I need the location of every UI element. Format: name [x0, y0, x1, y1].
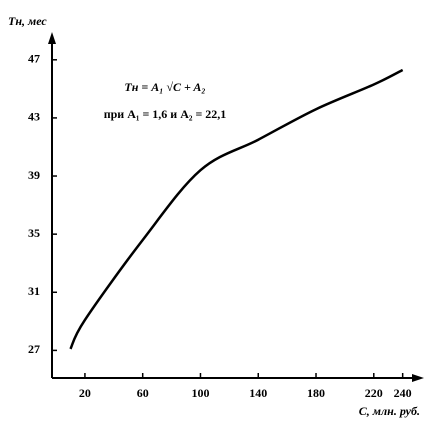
x-tick-label: 180	[307, 386, 325, 400]
formula-note: при A₁ = 1,6 и A₂ = 22,1	[104, 107, 227, 121]
y-axis-label: Tн, мес	[8, 14, 47, 28]
y-tick-label: 35	[28, 226, 40, 240]
x-tick-label: 60	[137, 386, 149, 400]
formula: Tн = A₁ √C + A₂	[124, 80, 205, 94]
x-tick-label: 100	[191, 386, 209, 400]
x-tick-label: 240	[394, 386, 412, 400]
curve	[69, 68, 404, 350]
y-tick-label: 27	[28, 342, 40, 356]
y-tick-label: 31	[28, 284, 40, 298]
y-tick-label: 47	[28, 52, 40, 66]
x-arrow	[412, 374, 424, 382]
x-axis-label: C, млн. руб.	[359, 404, 420, 418]
y-arrow	[48, 32, 56, 44]
x-tick-label: 20	[79, 386, 91, 400]
y-tick-label: 39	[28, 168, 40, 182]
x-tick-label: 220	[365, 386, 383, 400]
y-tick-label: 43	[28, 110, 40, 124]
x-tick-label: 140	[249, 386, 267, 400]
